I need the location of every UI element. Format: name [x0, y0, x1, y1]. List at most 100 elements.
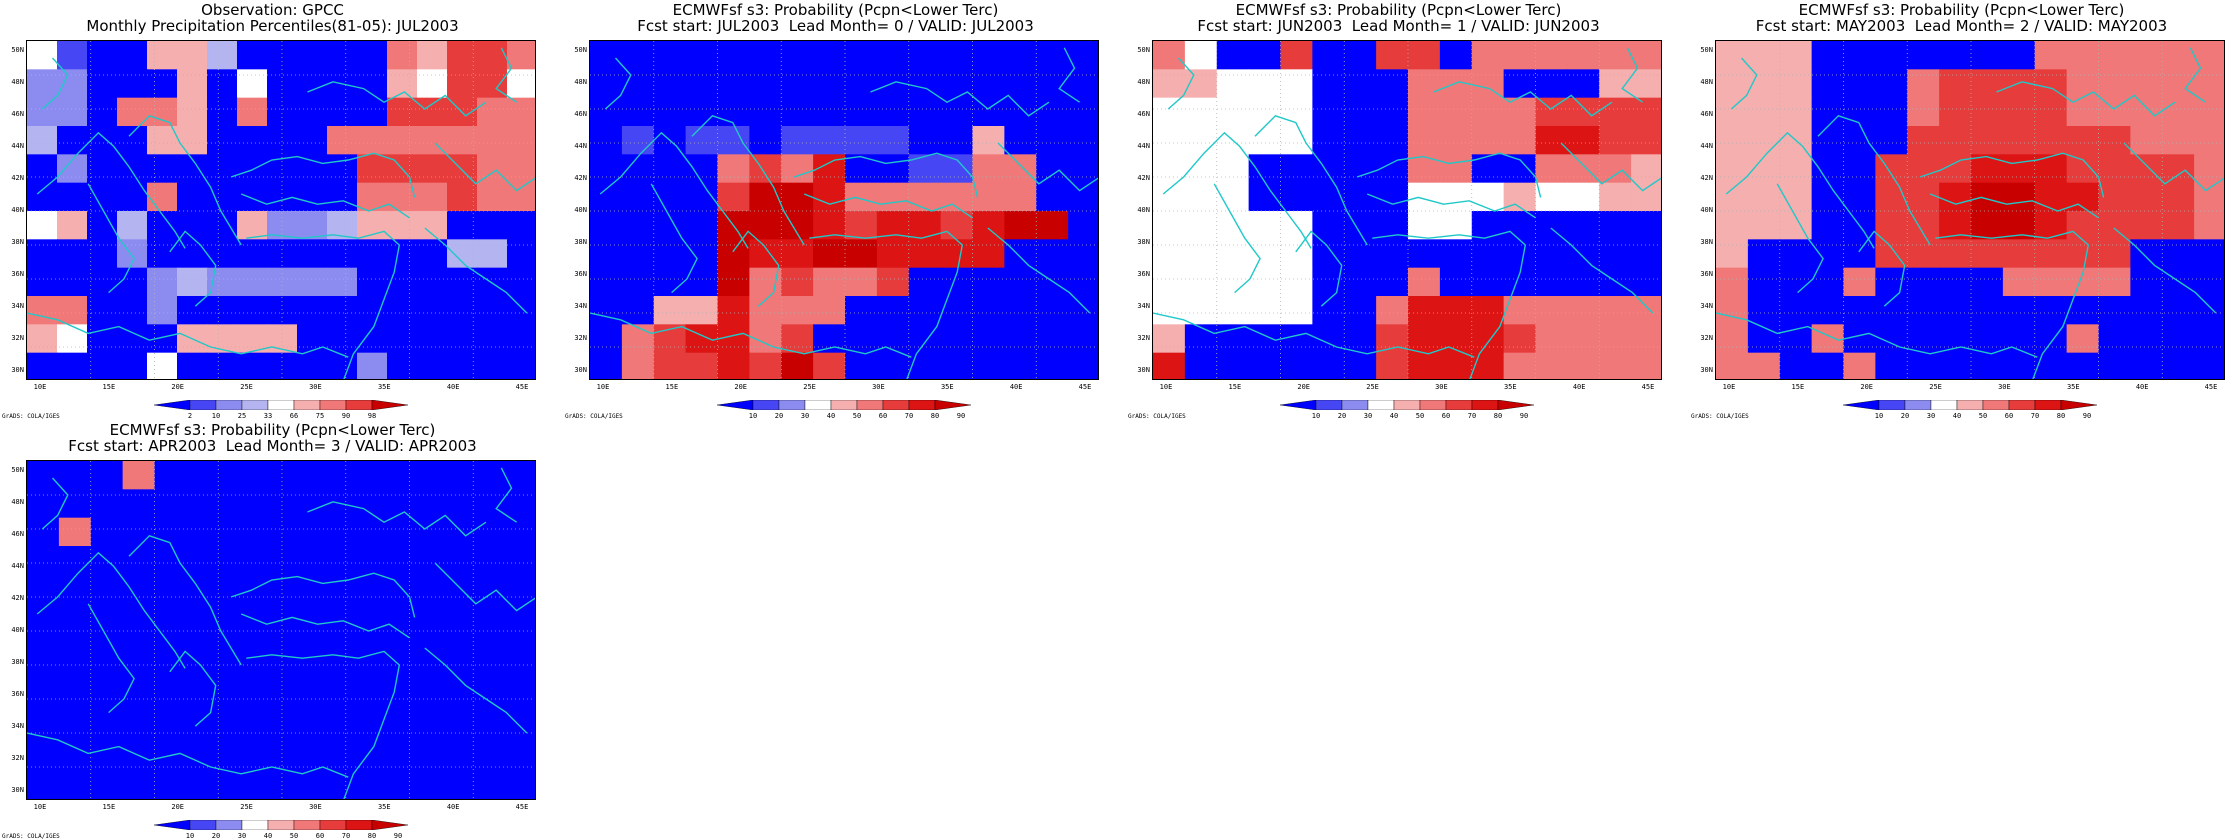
- grid-cell: [1439, 239, 1473, 269]
- grid-cell: [505, 744, 535, 774]
- grid-cell: [447, 352, 478, 379]
- grid-cell: [409, 772, 442, 799]
- grid-cell: [2130, 211, 2163, 240]
- grid-cell: [653, 97, 687, 127]
- grid-cell: [447, 41, 478, 70]
- grid-cell: [685, 352, 719, 379]
- grid-cell: [27, 716, 60, 745]
- coastline: [1560, 142, 1661, 192]
- colorbar-segment: [371, 400, 408, 410]
- grid-cell: [1408, 296, 1441, 325]
- grid-cell: [387, 296, 418, 325]
- grid-cell: [377, 744, 411, 774]
- grid-cell: [345, 602, 379, 632]
- grid-cell: [1567, 126, 1600, 155]
- grid-cell: [57, 41, 88, 70]
- grid-cell: [57, 267, 88, 297]
- grid-cell: [505, 631, 535, 660]
- grid-cell: [1036, 69, 1069, 99]
- grid-cell: [507, 352, 535, 379]
- grid-cell: [282, 602, 315, 632]
- grid-cell: [1439, 267, 1473, 297]
- map-area: [1152, 40, 1662, 380]
- grid-cell: [1747, 211, 1781, 240]
- grid-cell: [1068, 154, 1098, 184]
- grid-cell: [1344, 296, 1377, 325]
- grid-cell: [876, 182, 910, 212]
- coastline: [246, 650, 401, 799]
- grid-cell: [717, 69, 750, 99]
- grid-cell: [2130, 69, 2163, 99]
- grid-cell: [908, 182, 942, 212]
- grid-cell: [1971, 324, 2004, 354]
- grid-cell: [441, 574, 474, 604]
- grid-cell: [1036, 296, 1069, 325]
- grid-cell: [2034, 324, 2068, 354]
- grid-cell: [749, 211, 782, 240]
- grid-cell: [250, 602, 283, 632]
- colorbar-label: 30: [1926, 412, 1936, 420]
- coastline: [128, 534, 242, 666]
- colorbar-label: 50: [289, 832, 299, 840]
- grid-cell: [2130, 97, 2163, 127]
- grid-cell: [1875, 296, 1908, 325]
- grid-cell: [1376, 296, 1409, 325]
- grid-cell: [27, 267, 58, 297]
- latitude-label: 34N: [574, 302, 587, 310]
- grid-cell: [1875, 69, 1908, 99]
- grid-cell: [122, 772, 156, 799]
- grid-cell: [57, 324, 88, 354]
- grid-cell: [507, 239, 535, 269]
- latitude-label: 46N: [1137, 110, 1150, 118]
- grid-cell: [1344, 239, 1377, 269]
- latitude-label: 44N: [11, 142, 24, 150]
- coastline: [1372, 230, 1527, 379]
- grid-cell: [972, 352, 1005, 379]
- grid-cell: [781, 182, 814, 212]
- grid-cell: [2194, 97, 2224, 127]
- grid-cell: [1567, 182, 1600, 212]
- grid-cell: [1248, 154, 1282, 184]
- grid-cell: [117, 41, 148, 70]
- grid-cell: [297, 154, 328, 184]
- grid-cell: [1779, 352, 1813, 379]
- colorbar-segment: [1419, 400, 1447, 410]
- grid-cell: [1153, 211, 1186, 240]
- coastline: [2113, 227, 2217, 314]
- grid-cell: [297, 239, 328, 269]
- coastline: [987, 227, 1091, 314]
- colorbar-label: 10: [748, 412, 758, 420]
- longitude-label: 40E: [2135, 383, 2149, 391]
- latitude-label: 30N: [1137, 366, 1150, 374]
- grid-cell: [177, 97, 208, 127]
- grid-cell: [908, 126, 942, 155]
- coastline: [41, 57, 69, 110]
- latitude-label: 50N: [1137, 46, 1150, 54]
- grid-cell: [845, 296, 878, 325]
- grid-cell: [327, 126, 358, 155]
- coastline: [307, 501, 487, 537]
- latitude-label: 44N: [11, 562, 24, 570]
- grid-cell: [1843, 97, 1876, 127]
- grid-cell: [1907, 267, 1940, 297]
- grid-cell: [1716, 41, 1749, 70]
- grid-cell: [297, 211, 328, 240]
- grid-cell: [27, 687, 60, 717]
- grid-cell: [377, 489, 411, 519]
- grid-cell: [717, 352, 750, 379]
- grid-cell: [282, 631, 315, 660]
- grid-cell: [908, 239, 942, 269]
- latitude-label: 30N: [11, 786, 24, 794]
- grid-cell: [282, 517, 315, 547]
- grid-cell: [477, 97, 508, 127]
- grid-cell: [940, 97, 974, 127]
- grid-cell: [1907, 352, 1940, 379]
- colorbar-segment: [1878, 400, 1906, 410]
- grid-cell: [297, 324, 328, 354]
- grid-cell: [147, 239, 178, 269]
- grid-cell: [717, 126, 750, 155]
- colorbar-segment: [319, 820, 347, 830]
- grid-cell: [1068, 69, 1098, 99]
- grid-cell: [2002, 41, 2036, 70]
- grid-cell: [1747, 41, 1781, 70]
